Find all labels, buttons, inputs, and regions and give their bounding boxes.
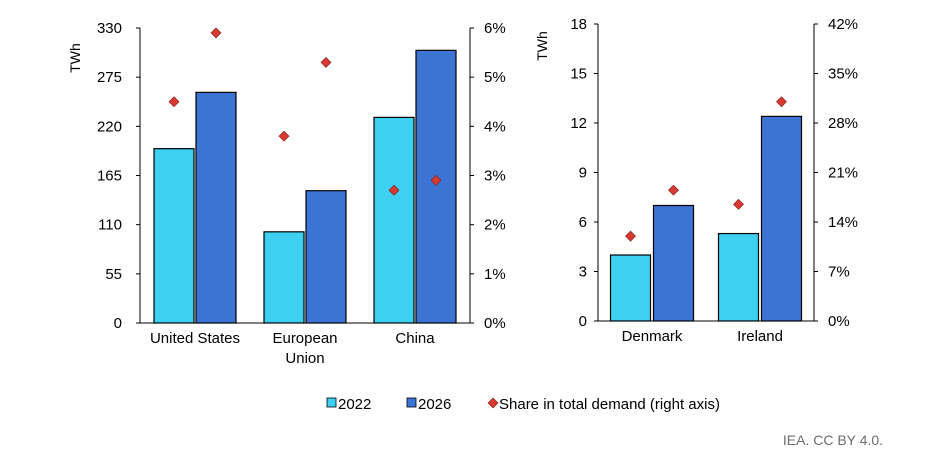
y-tick-label: 9 — [579, 165, 587, 182]
y2-tick-label: 0% — [484, 315, 506, 332]
legend-label: Share in total demand (right axis) — [499, 396, 720, 413]
share-marker — [625, 230, 636, 242]
bar-2026-ireland — [760, 115, 803, 322]
share-marker — [733, 198, 744, 210]
category-label: Ireland — [737, 328, 783, 345]
category-label: China — [395, 330, 435, 347]
y-axis-label: TWh — [534, 31, 550, 61]
y2-tick-label: 28% — [828, 115, 858, 132]
y-tick-label: 0 — [114, 315, 122, 332]
y2-tick-label: 5% — [484, 69, 506, 86]
share-marker — [210, 27, 222, 39]
y-tick-label: 0 — [579, 313, 587, 330]
y-tick-label: 330 — [97, 20, 122, 37]
share-marker — [430, 174, 442, 186]
y2-tick-label: 42% — [828, 16, 858, 33]
bar-2026-european-union — [305, 190, 347, 324]
y-tick-label: 3 — [579, 264, 587, 281]
y2-tick-label: 3% — [484, 168, 506, 185]
y-tick-label: 12 — [570, 115, 587, 132]
bar-2026-denmark — [652, 204, 695, 322]
y-tick-label: 55 — [105, 266, 122, 283]
bar-2026-united-states — [195, 91, 237, 324]
legend-marker-share — [487, 397, 499, 409]
y-axis-label: TWh — [67, 43, 83, 73]
legend-swatch-2026 — [406, 397, 417, 408]
bar-2022-united-states — [153, 148, 195, 324]
y2-tick-label: 7% — [828, 264, 850, 281]
y2-tick-label: 1% — [484, 266, 506, 283]
bar-2026-china — [415, 49, 457, 324]
legend-swatch-2022 — [326, 397, 337, 408]
share-marker — [320, 56, 332, 68]
chart-panel-left: 0 55 110 165 220 275 330 0% 1% 2% 3% 4% 5% 6% TWh Unite… — [67, 20, 506, 367]
y2-tick-label: 35% — [828, 66, 858, 83]
y2-tick-label: 0% — [828, 313, 850, 330]
category-label: United States — [150, 330, 240, 347]
bar-2022-ireland — [717, 232, 760, 322]
y-tick-label: 6 — [579, 214, 587, 231]
share-marker — [388, 184, 400, 196]
category-label: European — [272, 330, 337, 347]
legend: 2022 2026 Share in total demand (right axi… — [326, 396, 720, 413]
y2-tick-label: 2% — [484, 217, 506, 234]
y2-tick-label: 21% — [828, 165, 858, 182]
y-tick-label: 18 — [570, 16, 587, 33]
category-label: Union — [285, 350, 324, 367]
bar-2022-european-union — [263, 231, 305, 324]
chart-panel-right: 0 3 6 9 12 15 18 0% 7% 14% 21% 28% 35% 42% TWh Denmark I… — [534, 16, 858, 345]
share-marker — [168, 96, 180, 108]
y2-tick-label: 4% — [484, 118, 506, 135]
y-tick-label: 110 — [98, 217, 122, 234]
bar-2022-denmark — [609, 254, 652, 322]
y2-tick-label: 14% — [828, 214, 858, 231]
y-tick-label: 220 — [97, 118, 122, 135]
y-tick-label: 165 — [97, 168, 122, 185]
credit-text: IEA. CC BY 4.0. — [783, 432, 883, 448]
share-marker — [278, 130, 290, 142]
legend-label: 2026 — [418, 396, 451, 413]
y-tick-label: 275 — [97, 69, 122, 86]
bar-2022-china — [373, 116, 415, 324]
category-label: Denmark — [622, 328, 683, 345]
share-marker — [668, 184, 679, 196]
legend-label: 2022 — [338, 396, 371, 413]
y-tick-label: 15 — [570, 66, 587, 83]
y2-tick-label: 6% — [484, 20, 506, 37]
share-marker — [776, 96, 787, 108]
